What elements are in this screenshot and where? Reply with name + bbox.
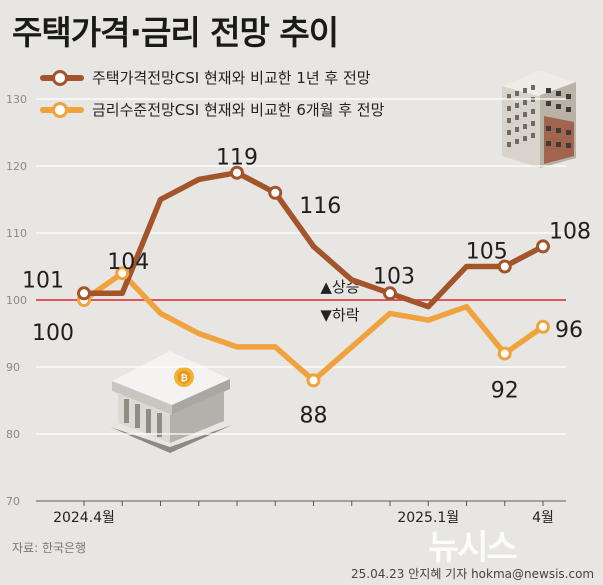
apartment-building-icon (502, 70, 576, 168)
data-label-housing-11: 105 (466, 240, 508, 265)
y-tick-label-130: 130 (6, 93, 27, 106)
legend-label-rate: 금리수준전망CSI 현재와 비교한 6개월 후 전망 (92, 101, 385, 119)
annotation-up: ▲상승 (320, 278, 359, 296)
point-housing-8 (383, 286, 397, 301)
point-rate-6 (306, 373, 321, 388)
bitcoin-symbol-icon: ₿ (180, 373, 187, 384)
data-label-rate-12: 96 (555, 318, 583, 343)
y-tick-label-90: 90 (6, 361, 20, 374)
series-line-housing (81, 169, 546, 310)
x-tick-label-12: 4월 (532, 510, 554, 526)
data-label-housing-8: 103 (373, 264, 415, 289)
credit-line: 25.04.23 안지혜 기자 hokma@newsis.com (351, 567, 595, 581)
y-tick-label-80: 80 (6, 428, 20, 441)
point-housing-12 (536, 239, 550, 254)
legend-marker-rate (52, 102, 68, 118)
data-label-rate-11: 92 (491, 379, 519, 404)
y-tick-label-70: 70 (6, 495, 20, 508)
data-label-housing-5: 116 (299, 194, 341, 219)
legend-marker-housing (52, 70, 68, 86)
data-label-housing-4: 119 (216, 146, 258, 171)
bank-building-icon: ₿ (110, 351, 232, 453)
data-label-housing-0: 101 (22, 268, 64, 293)
point-housing-11 (497, 259, 512, 274)
watermark-logo: 뉴시스 (428, 528, 518, 568)
y-tick-label-110: 110 (6, 227, 27, 240)
point-housing-4 (230, 165, 244, 180)
y-tick-label-100: 100 (6, 294, 27, 307)
annotation-down: ▼하락 (320, 306, 359, 324)
x-tick-label-9: 2025.1월 (397, 510, 459, 526)
point-rate-11 (497, 346, 512, 361)
y-tick-label-120: 120 (6, 160, 27, 173)
point-housing-0 (77, 286, 91, 301)
data-label-housing-12: 108 (549, 219, 591, 244)
x-tick-label-0: 2024.4월 (53, 510, 115, 526)
point-rate-1 (115, 266, 130, 281)
data-label-rate-1: 104 (107, 250, 149, 275)
point-housing-5 (268, 185, 283, 200)
series-line-rate (81, 270, 546, 384)
data-label-rate-6: 88 (300, 403, 328, 428)
data-label-rate-0: 100 (32, 321, 74, 346)
point-rate-12 (536, 319, 550, 334)
legend-label-housing: 주택가격전망CSI 현재와 비교한 1년 후 전망 (92, 69, 371, 87)
page-title: 주택가격·금리 전망 추이 (12, 13, 339, 52)
source-note: 자료: 한국은행 (12, 541, 87, 555)
